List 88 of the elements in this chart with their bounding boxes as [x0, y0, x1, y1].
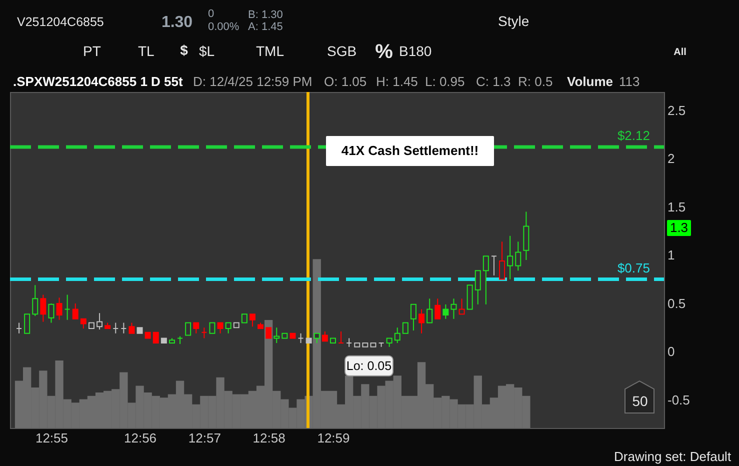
y-tick-label: 2: [668, 151, 675, 166]
candlestick: [48, 302, 54, 324]
text: B: 1.30: [248, 9, 283, 21]
y-tick-label: 1.5: [668, 199, 686, 214]
x-tick-label: 12:55: [35, 430, 68, 446]
x-tick-label: 12:57: [188, 430, 221, 446]
y-tick-label: 0.5: [668, 296, 686, 311]
ref-line-label: $2.12: [617, 128, 650, 144]
text: TML: [256, 43, 284, 59]
candlestick: [490, 256, 497, 276]
text: A: 1.45: [248, 21, 283, 33]
text: D: 12/4/25 12:59 PM: [193, 74, 312, 89]
ref-line-label: $0.75: [617, 260, 650, 276]
candlestick: [120, 322, 127, 334]
text: SGB: [327, 43, 357, 59]
candlestick: [474, 270, 481, 305]
text: PT: [83, 43, 102, 59]
chart-title: .SPXW251204C6855 1 D 55t: [13, 74, 184, 89]
candlestick: [96, 312, 103, 330]
candlestick: [507, 235, 514, 280]
text: 1.30: [161, 14, 193, 31]
candlestick: [402, 322, 408, 334]
candlestick: [209, 322, 216, 334]
text: All: [674, 47, 687, 58]
text: Volume: [567, 74, 613, 89]
text: B180: [399, 43, 432, 59]
candlestick: [72, 302, 78, 320]
text: C: 1.3: [476, 74, 511, 89]
text: L: 0.95: [425, 74, 465, 89]
y-tick-label: 1: [668, 248, 675, 263]
candlestick: [346, 338, 352, 348]
candlestick: [434, 298, 441, 320]
x-tick-label: 12:59: [317, 430, 350, 446]
annotation: 50: [632, 393, 648, 409]
candlestick: [112, 322, 119, 334]
text: H: 1.45: [376, 74, 418, 89]
annotation: Lo: 0.05: [346, 358, 392, 373]
text: Style: [498, 13, 530, 29]
text: R: 0.5: [518, 74, 553, 89]
candlestick: [515, 241, 522, 272]
candlestick: [322, 330, 328, 342]
candlestick: [152, 332, 159, 344]
text: 0: [208, 8, 214, 20]
candlestick: [56, 297, 62, 320]
candlestick: [64, 294, 70, 320]
candlestick: [314, 332, 320, 344]
candlestick: [80, 318, 86, 330]
candlestick: [40, 294, 46, 322]
text: 113: [619, 74, 640, 89]
candlestick: [32, 284, 38, 316]
text: $L: [199, 43, 215, 59]
text: $: [180, 42, 188, 58]
y-tick-label: 2.5: [668, 102, 686, 118]
text: %: [375, 41, 394, 63]
candlestick: [16, 322, 22, 334]
candlestick: [128, 322, 135, 334]
candlestick: [217, 322, 224, 334]
candlestick: [442, 304, 449, 320]
candlestick: [410, 304, 416, 331]
candlestick: [225, 322, 232, 334]
y-tick-label: 0: [668, 344, 675, 360]
text: 1.3: [670, 220, 688, 235]
y-tick-label: -0.5: [668, 392, 690, 408]
x-tick-label: 12:58: [252, 430, 286, 446]
text: TL: [138, 43, 155, 59]
text: O: 1.05: [324, 74, 367, 89]
text: Drawing set: Default: [614, 449, 732, 464]
candlestick: [426, 298, 433, 324]
candlestick: [394, 327, 400, 344]
candlestick: [201, 327, 208, 339]
candlestick: [193, 322, 200, 334]
candlestick: [249, 314, 256, 328]
candlestick: [458, 298, 465, 315]
text: V251204C6855: [17, 15, 104, 29]
candlestick: [298, 332, 304, 344]
candlestick: [274, 327, 280, 344]
candlestick: [24, 314, 30, 334]
candlestick: [378, 342, 384, 348]
text: 0.00%: [208, 21, 240, 33]
candlestick: [418, 308, 425, 334]
annotation: 41X Cash Settlement!!: [341, 143, 479, 158]
x-tick-label: 12:56: [124, 430, 157, 446]
candlestick: [499, 241, 506, 280]
candlestick: [482, 256, 489, 305]
candlestick: [185, 322, 192, 336]
candlestick: [338, 330, 344, 344]
candlestick: [266, 327, 272, 339]
candlestick: [450, 298, 457, 320]
